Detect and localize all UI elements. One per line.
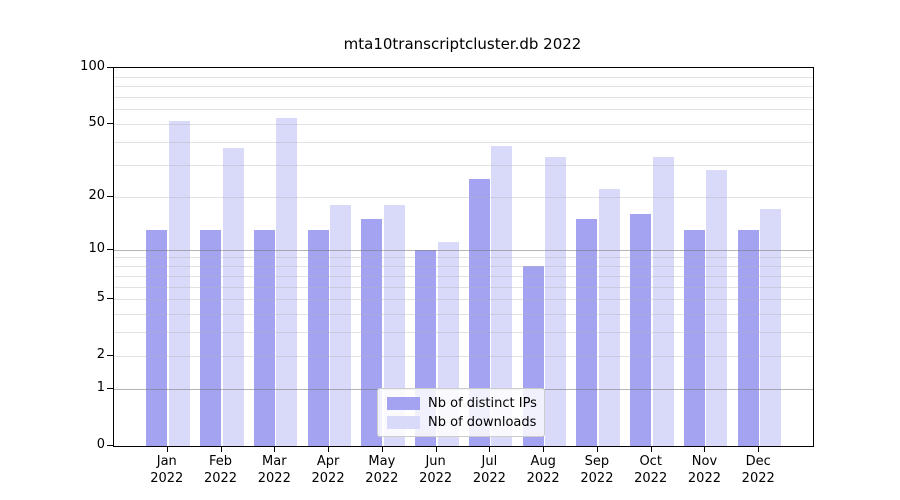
bar-distinct-ips-apr	[307, 229, 329, 446]
plot-area	[113, 67, 814, 447]
gridline-y-40	[114, 141, 813, 143]
bar-downloads-aug	[545, 157, 567, 446]
bar-downloads-oct	[652, 157, 674, 446]
gridline-y-30	[114, 164, 813, 166]
gridline-y-9	[114, 257, 813, 259]
gridline-y-50	[114, 123, 813, 125]
y-tick-mark-20	[107, 195, 113, 197]
gridline-y-80	[114, 86, 813, 88]
x-tick-label-dec: Dec 2022	[741, 454, 775, 486]
x-tick-label-nov: Nov 2022	[687, 454, 721, 486]
y-tick-label-50: 50	[88, 114, 105, 130]
x-tick-mark-may	[381, 446, 383, 452]
y-tick-label-2: 2	[96, 347, 105, 363]
x-tick-label-jul: Jul 2022	[472, 454, 506, 486]
gridline-y-70	[114, 96, 813, 98]
legend-swatch-downloads	[387, 415, 420, 429]
bar-downloads-nov	[706, 170, 728, 446]
x-tick-mark-apr	[328, 446, 330, 452]
bar-distinct-ips-mar	[253, 229, 275, 446]
x-tick-mark-oct	[650, 446, 652, 452]
gridline-y-3	[114, 332, 813, 334]
y-tick-mark-50	[107, 122, 113, 124]
bar-downloads-feb	[222, 148, 244, 446]
y-tick-mark-1	[107, 388, 113, 390]
legend-item-downloads: Nb of downloads	[378, 415, 544, 430]
y-tick-label-0: 0	[96, 437, 105, 452]
bar-distinct-ips-jul	[468, 179, 490, 446]
bar-distinct-ips-feb	[200, 229, 222, 446]
gridline-y-20	[114, 196, 813, 198]
x-tick-mark-aug	[543, 446, 545, 452]
bar-downloads-jan	[168, 120, 190, 446]
y-tick-label-5: 5	[96, 290, 105, 306]
y-tick-label-1: 1	[96, 380, 105, 396]
y-tick-mark-10	[107, 248, 113, 250]
x-tick-mark-mar	[274, 446, 276, 452]
gridline-y-6	[114, 286, 813, 288]
gridline-y-2	[114, 356, 813, 358]
bar-downloads-may	[383, 204, 405, 446]
bar-downloads-mar	[276, 117, 298, 446]
legend-item-distinct-ips: Nb of distinct IPs	[378, 396, 544, 411]
bar-distinct-ips-nov	[683, 229, 705, 446]
y-tick-label-10: 10	[88, 240, 105, 256]
y-tick-mark-100	[107, 67, 113, 68]
x-tick-label-mar: Mar 2022	[257, 454, 291, 486]
legend: Nb of distinct IPs Nb of downloads	[377, 388, 545, 437]
y-tick-label-20: 20	[88, 187, 105, 203]
x-tick-mark-jan	[166, 446, 168, 452]
gridline-y-4	[114, 314, 813, 316]
x-tick-label-may: May 2022	[365, 454, 399, 486]
y-tick-mark-0	[107, 445, 113, 446]
legend-swatch-distinct-ips	[387, 396, 420, 410]
y-tick-mark-5	[107, 298, 113, 300]
bar-distinct-ips-dec	[737, 229, 759, 446]
x-tick-label-feb: Feb 2022	[203, 454, 238, 486]
y-tick-mark-2	[107, 355, 113, 357]
x-tick-mark-jul	[489, 446, 491, 452]
gridline-y-7	[114, 275, 813, 277]
gridline-y-8	[114, 266, 813, 268]
y-tick-label-100: 100	[80, 59, 105, 74]
x-tick-label-sep: Sep 2022	[580, 454, 614, 486]
bar-downloads-apr	[330, 204, 352, 446]
bar-downloads-dec	[760, 209, 782, 446]
gridline-y-10	[114, 249, 813, 251]
bar-downloads-jul	[491, 145, 513, 446]
gridline-y-60	[114, 109, 813, 111]
chart-title: mta10transcriptcluster.db 2022	[343, 35, 582, 53]
legend-label-downloads: Nb of downloads	[428, 414, 537, 430]
bar-downloads-sep	[598, 189, 620, 446]
x-tick-label-oct: Oct 2022	[634, 454, 668, 486]
gridline-y-90	[114, 76, 813, 78]
x-tick-mark-jun	[435, 446, 437, 452]
x-tick-mark-nov	[704, 446, 706, 452]
x-tick-label-jun: Jun 2022	[419, 454, 453, 486]
x-tick-mark-sep	[596, 446, 598, 452]
x-tick-mark-dec	[758, 446, 760, 452]
legend-label-distinct-ips: Nb of distinct IPs	[428, 395, 537, 411]
bar-distinct-ips-oct	[630, 213, 652, 446]
x-tick-label-aug: Aug 2022	[526, 454, 560, 486]
bar-distinct-ips-jan	[146, 229, 168, 446]
x-tick-label-jan: Jan 2022	[150, 454, 184, 486]
gridline-y-5	[114, 299, 813, 301]
x-tick-mark-feb	[220, 446, 222, 452]
x-tick-label-apr: Apr 2022	[311, 454, 345, 486]
